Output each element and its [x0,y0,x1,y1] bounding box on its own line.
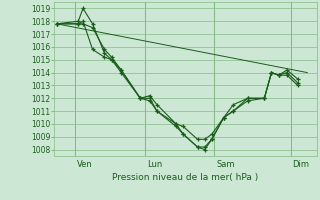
Text: Ven: Ven [77,160,93,169]
Text: Lun: Lun [148,160,163,169]
Text: Sam: Sam [217,160,235,169]
X-axis label: Pression niveau de la mer( hPa ): Pression niveau de la mer( hPa ) [112,173,259,182]
Text: Dim: Dim [292,160,309,169]
